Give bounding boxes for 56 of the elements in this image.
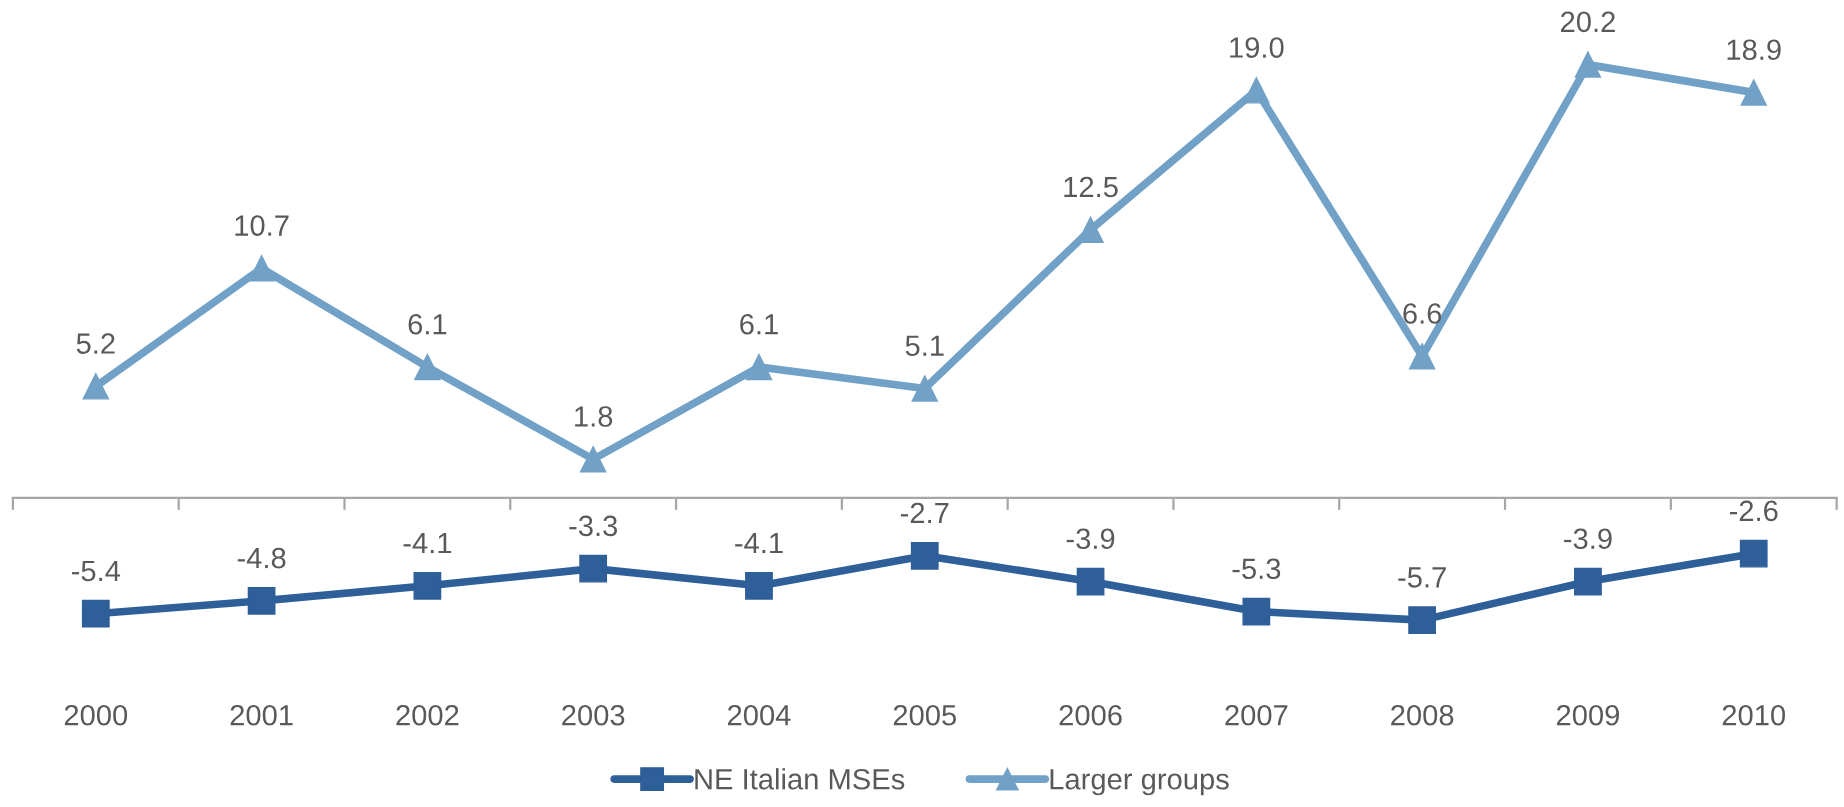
point (82, 373, 109, 400)
data-label: 20.2 (1561, 11, 1615, 33)
point (1408, 343, 1436, 370)
data-label: -2.6 (1729, 500, 1778, 522)
point (579, 446, 607, 473)
legend-label: Larger groups (1050, 769, 1229, 796)
legend-label: NE Italian MSEs (695, 768, 905, 790)
x-tick-label: 2000 (64, 704, 128, 726)
data-label: -5.3 (1232, 558, 1281, 580)
data-label: 12.5 (1064, 176, 1118, 198)
x-tick-label: 2005 (893, 704, 956, 726)
point (911, 375, 938, 402)
point (910, 541, 939, 570)
x-tick-label: 2009 (1556, 704, 1619, 726)
point (1574, 51, 1602, 78)
data-label: 5.1 (905, 335, 944, 357)
point (1739, 539, 1768, 568)
data-label: -2.7 (900, 502, 949, 524)
x-tick-label: 2003 (562, 704, 625, 726)
point (1574, 567, 1602, 596)
data-label: 6.1 (408, 313, 447, 335)
data-label: -4.1 (735, 533, 783, 554)
x-tick-label: 2004 (728, 704, 791, 726)
data-label: -4.8 (237, 547, 286, 569)
point (81, 599, 110, 628)
data-label: -5.7 (1398, 567, 1446, 588)
point (1076, 567, 1105, 596)
point (745, 571, 773, 600)
data-label: 5.2 (76, 333, 115, 354)
data-label: 19.0 (1230, 37, 1284, 58)
x-tick-label: 2002 (396, 704, 459, 726)
point (247, 586, 276, 615)
data-label: 1.8 (575, 406, 613, 427)
x-tick-label: 2006 (1059, 704, 1122, 726)
data-label: 10.7 (235, 215, 289, 236)
x-tick-label: 2010 (1722, 704, 1786, 726)
data-label: -3.9 (1564, 528, 1612, 550)
x-tick-label: 2007 (1225, 704, 1288, 726)
point (1408, 606, 1437, 635)
data-label: -3.9 (1066, 528, 1115, 550)
data-label: 18.9 (1727, 39, 1781, 61)
point (745, 353, 773, 381)
data-label: -5.4 (71, 560, 121, 582)
point (1242, 597, 1271, 626)
point (248, 255, 275, 282)
point (579, 554, 608, 583)
data-label: 6.1 (740, 313, 778, 335)
point (1740, 79, 1767, 106)
point (1243, 77, 1270, 104)
x-tick-label: 2008 (1391, 704, 1454, 726)
data-label: -3.3 (569, 515, 618, 537)
data-label: 6.6 (1403, 303, 1442, 324)
point (414, 353, 441, 381)
x-tick-label: 2001 (230, 704, 293, 726)
data-label: -4.1 (403, 533, 452, 554)
point (413, 571, 442, 600)
